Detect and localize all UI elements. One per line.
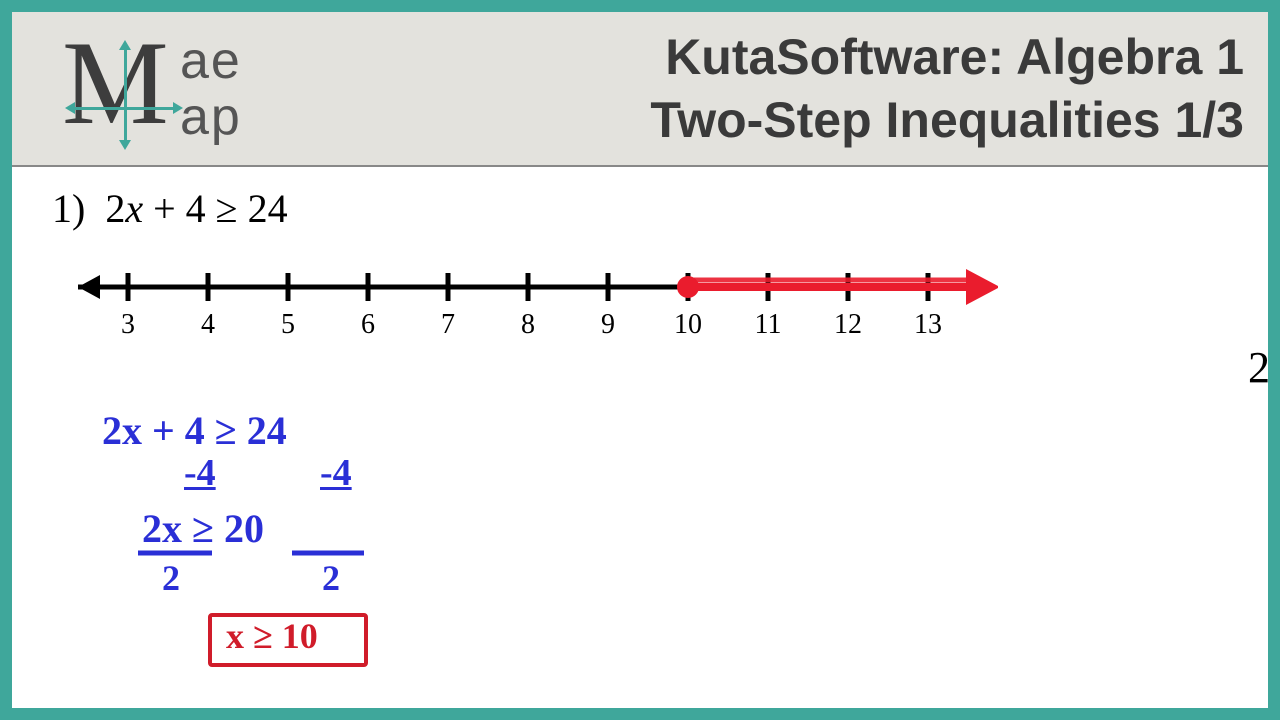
svg-text:13: 13 [914, 309, 942, 340]
problem-expr-var: x [125, 186, 143, 231]
title-line-2: Two-Step Inequalities 1/3 [352, 89, 1244, 152]
work-div-left: 2 [162, 557, 180, 599]
logo-suffix-ae: ae [180, 31, 242, 91]
svg-text:4: 4 [201, 309, 215, 340]
problem-statement: 1) 2x + 4 ≥ 24 [52, 185, 1228, 232]
problem-expr-coeff: 2 [105, 186, 125, 231]
title-container: KutaSoftware: Algebra 1 Two-Step Inequal… [352, 12, 1268, 165]
app-frame: M ae ap KutaSoftware: Algebra 1 Two-Step… [0, 0, 1280, 720]
logo-letter-m: M [62, 23, 169, 143]
logo-arrow-vertical-icon [124, 49, 127, 141]
work-line1: 2x + 4 ≥ 24 [102, 407, 287, 454]
problem-expr-rest: + 4 ≥ 24 [143, 186, 288, 231]
svg-text:7: 7 [441, 309, 455, 340]
work-div-right: 2 [322, 557, 340, 599]
work-line3: 2x ≥ 20 [142, 505, 264, 552]
header: M ae ap KutaSoftware: Algebra 1 Two-Step… [12, 12, 1268, 167]
content-area: 1) 2x + 4 ≥ 24 345678910111213 2x + 4 ≥ … [12, 167, 1268, 708]
svg-text:5: 5 [281, 309, 295, 340]
work-answer: x ≥ 10 [226, 615, 318, 657]
work-sub-left: -4 [184, 451, 216, 495]
svg-text:9: 9 [601, 309, 615, 340]
svg-text:3: 3 [121, 309, 135, 340]
svg-text:8: 8 [521, 309, 535, 340]
svg-text:6: 6 [361, 309, 375, 340]
svg-text:12: 12 [834, 309, 862, 340]
logo-container: M ae ap [12, 12, 352, 165]
work-sub-right: -4 [320, 451, 352, 495]
problem-number: 1) [52, 186, 85, 231]
maemap-logo: M ae ap [62, 29, 302, 149]
cropped-next-problem: 2 [1248, 342, 1270, 393]
number-line-svg: 3 4 5 6 7 8 9 10 11 12 13 [58, 257, 998, 367]
number-line: 3 4 5 6 7 8 9 10 11 12 13 [58, 257, 998, 367]
svg-text:10: 10 [674, 309, 702, 340]
title-line-1: KutaSoftware: Algebra 1 [352, 26, 1244, 89]
svg-text:11: 11 [755, 309, 782, 340]
logo-suffix-ap: ap [180, 87, 242, 147]
